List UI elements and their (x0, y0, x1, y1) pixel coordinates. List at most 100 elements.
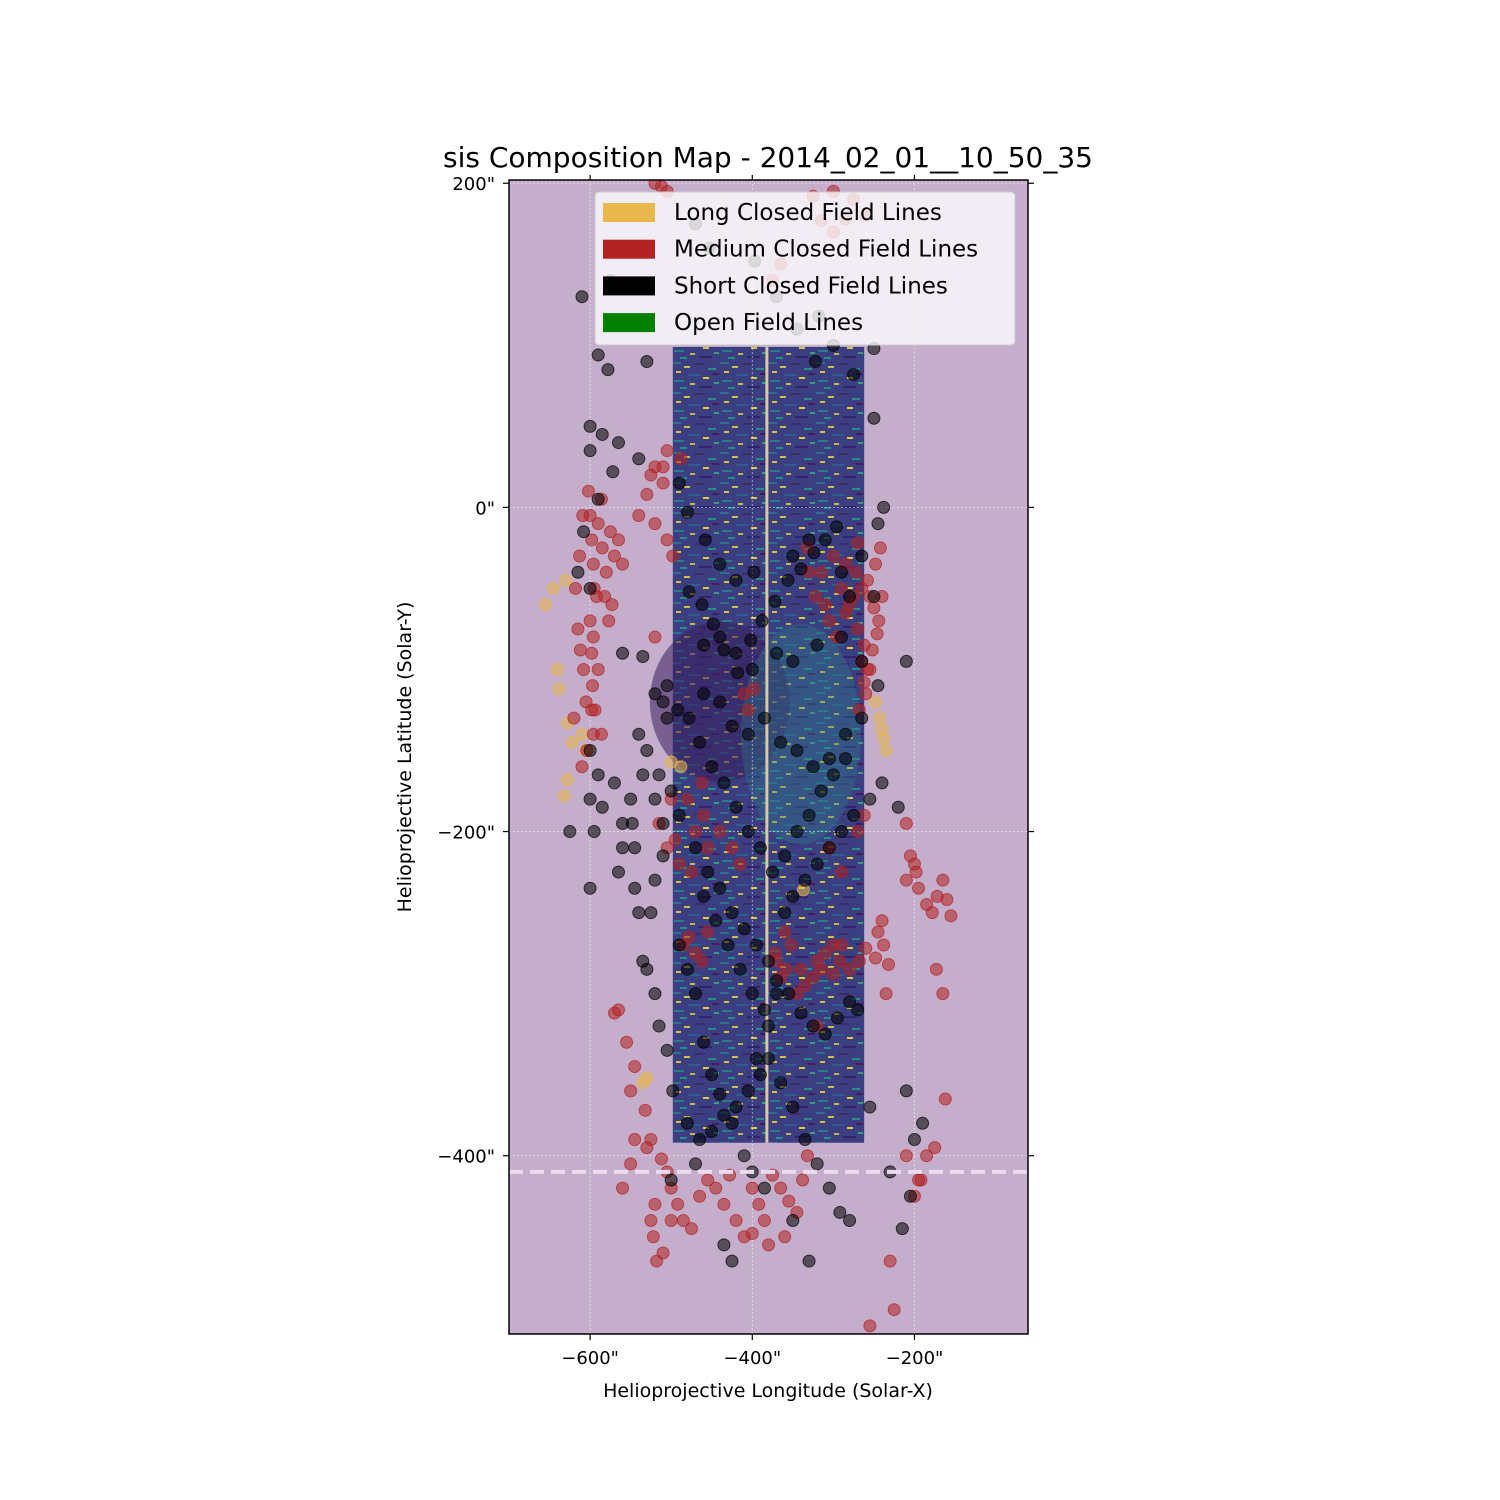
data-point-short-closed-field-lines (583, 444, 597, 458)
data-point-medium-closed-field-lines (640, 487, 654, 501)
data-point-short-closed-field-lines (781, 573, 795, 587)
data-point-short-closed-field-lines (725, 719, 739, 733)
data-point-long-closed-field-lines (560, 773, 574, 787)
data-point-medium-closed-field-lines (867, 601, 881, 615)
y-tick-label: −200" (437, 823, 495, 844)
data-point-short-closed-field-lines (839, 752, 853, 766)
data-point-medium-closed-field-lines (598, 590, 612, 604)
data-point-medium-closed-field-lines (586, 630, 600, 644)
data-point-short-closed-field-lines (843, 590, 857, 604)
data-point-medium-closed-field-lines (611, 1003, 625, 1017)
data-point-medium-closed-field-lines (616, 557, 630, 571)
data-point-medium-closed-field-lines (794, 962, 808, 976)
data-point-short-closed-field-lines (757, 1181, 771, 1195)
data-point-short-closed-field-lines (672, 938, 686, 952)
data-point-short-closed-field-lines (660, 679, 674, 693)
data-point-short-closed-field-lines (680, 1116, 694, 1130)
data-point-medium-closed-field-lines (834, 938, 848, 952)
data-point-medium-closed-field-lines (583, 614, 597, 628)
data-point-short-closed-field-lines (682, 711, 696, 725)
data-point-medium-closed-field-lines (644, 1214, 658, 1228)
y-axis-label: Helioprojective Latitude (Solar-Y) (394, 602, 416, 913)
data-point-medium-closed-field-lines (877, 938, 891, 952)
data-point-medium-closed-field-lines (745, 1181, 759, 1195)
data-point-short-closed-field-lines (729, 573, 743, 587)
data-point-medium-closed-field-lines (575, 760, 589, 774)
data-point-medium-closed-field-lines (778, 925, 792, 939)
data-point-short-closed-field-lines (855, 711, 869, 725)
y-tick-label: −400" (437, 1147, 495, 1168)
data-point-short-closed-field-lines (741, 1084, 755, 1098)
data-point-short-closed-field-lines (847, 367, 861, 381)
data-point-short-closed-field-lines (782, 987, 796, 1001)
data-point-medium-closed-field-lines (576, 509, 590, 523)
data-point-short-closed-field-lines (822, 752, 836, 766)
data-point-short-closed-field-lines (717, 1108, 731, 1122)
data-point-medium-closed-field-lines (628, 1133, 642, 1147)
data-point-short-closed-field-lines (802, 533, 816, 547)
data-point-medium-closed-field-lines (774, 1181, 788, 1195)
data-point-short-closed-field-lines (830, 520, 844, 534)
data-point-short-closed-field-lines (706, 617, 720, 631)
data-point-short-closed-field-lines (834, 565, 848, 579)
data-point-short-closed-field-lines (757, 711, 771, 725)
data-point-short-closed-field-lines (717, 643, 731, 657)
data-point-medium-closed-field-lines (648, 1197, 662, 1211)
data-point-short-closed-field-lines (689, 841, 703, 855)
data-point-short-closed-field-lines (689, 1157, 703, 1171)
data-point-medium-closed-field-lines (869, 557, 883, 571)
data-point-medium-closed-field-lines (586, 679, 600, 693)
data-point-short-closed-field-lines (682, 585, 696, 599)
data-point-long-closed-field-lines (559, 573, 573, 587)
data-point-short-closed-field-lines (778, 849, 792, 863)
data-point-long-closed-field-lines (552, 682, 566, 696)
data-point-medium-closed-field-lines (577, 662, 591, 676)
data-point-short-closed-field-lines (794, 1006, 808, 1020)
legend-box (594, 191, 1016, 346)
data-point-medium-closed-field-lines (654, 1152, 668, 1166)
data-point-long-closed-field-lines (551, 662, 565, 676)
data-point-short-closed-field-lines (563, 825, 577, 839)
data-point-medium-closed-field-lines (616, 1181, 630, 1195)
data-point-medium-closed-field-lines (741, 703, 755, 717)
data-point-short-closed-field-lines (875, 776, 889, 790)
legend-label: Long Closed Field Lines (674, 200, 942, 226)
data-point-short-closed-field-lines (747, 565, 761, 579)
data-point-short-closed-field-lines (705, 760, 719, 774)
data-point-medium-closed-field-lines (752, 1197, 766, 1211)
data-point-medium-closed-field-lines (684, 865, 698, 879)
data-point-short-closed-field-lines (697, 889, 711, 903)
data-point-short-closed-field-lines (695, 598, 709, 612)
data-point-medium-closed-field-lines (733, 857, 747, 871)
data-point-medium-closed-field-lines (674, 452, 688, 466)
data-point-short-closed-field-lines (741, 825, 755, 839)
data-point-short-closed-field-lines (656, 695, 670, 709)
data-point-medium-closed-field-lines (605, 598, 619, 612)
data-point-long-closed-field-lines (674, 760, 688, 774)
data-point-short-closed-field-lines (693, 735, 707, 749)
data-point-medium-closed-field-lines (709, 1181, 723, 1195)
data-point-short-closed-field-lines (705, 1068, 719, 1082)
data-point-short-closed-field-lines (591, 768, 605, 782)
data-point-short-closed-field-lines (786, 1100, 800, 1114)
data-point-short-closed-field-lines (713, 557, 727, 571)
data-point-short-closed-field-lines (745, 987, 759, 1001)
data-point-short-closed-field-lines (834, 630, 848, 644)
data-point-medium-closed-field-lines (725, 841, 739, 855)
data-point-short-closed-field-lines (794, 562, 808, 576)
data-point-medium-closed-field-lines (940, 893, 954, 907)
data-point-short-closed-field-lines (648, 792, 662, 806)
data-point-short-closed-field-lines (741, 727, 755, 741)
data-point-short-closed-field-lines (595, 427, 609, 441)
data-point-short-closed-field-lines (871, 679, 885, 693)
data-point-medium-closed-field-lines (929, 962, 943, 976)
data-point-medium-closed-field-lines (729, 1214, 743, 1228)
data-point-medium-closed-field-lines (920, 1149, 934, 1163)
data-point-short-closed-field-lines (810, 638, 824, 652)
data-point-medium-closed-field-lines (869, 951, 883, 965)
data-point-short-closed-field-lines (666, 1084, 680, 1098)
data-point-short-closed-field-lines (786, 549, 800, 563)
data-point-short-closed-field-lines (778, 906, 792, 920)
data-point-medium-closed-field-lines (936, 987, 950, 1001)
data-point-medium-closed-field-lines (624, 1157, 638, 1171)
